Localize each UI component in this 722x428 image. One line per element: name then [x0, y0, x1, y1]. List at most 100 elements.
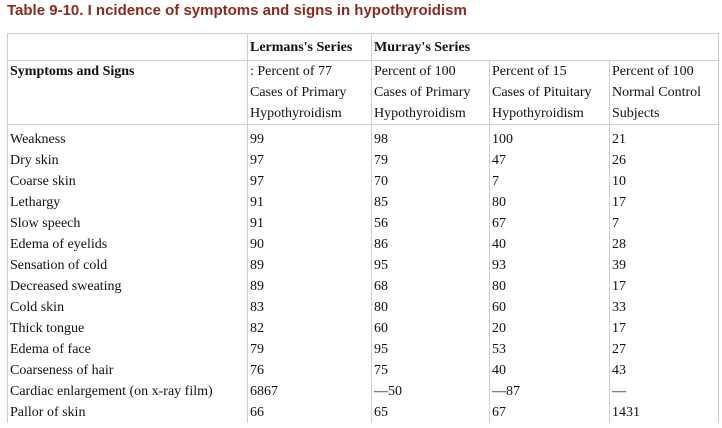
percent-value: 95: [371, 255, 490, 276]
percent-value: —50: [371, 381, 490, 402]
symptoms-table: Lermans's Series Murray's Series Symptom…: [7, 33, 720, 423]
percent-value: 75: [371, 360, 490, 381]
percent-value: 91: [247, 192, 372, 213]
percent-value: 60: [489, 297, 610, 318]
table-row: Cardiac enlargement (on x-ray film) 6867—…: [7, 381, 720, 402]
table-row: Decreased sweating 89 68 80 17: [7, 276, 720, 297]
percent-value: 70: [371, 171, 490, 192]
column-header-line: Subjects: [612, 106, 660, 121]
percent-value: 67: [489, 213, 610, 234]
percent-value: 17: [608, 318, 720, 339]
percent-value: 28: [608, 234, 720, 255]
symptom-name: Edema of face: [7, 339, 248, 360]
percent-value: 21: [608, 124, 720, 150]
percent-value: 68: [371, 276, 490, 297]
percent-value: 20: [489, 318, 610, 339]
group-header-row: Lermans's Series Murray's Series: [7, 33, 720, 61]
symptom-name: Coarseness of hair: [7, 360, 248, 381]
percent-value: 66: [247, 402, 372, 423]
percent-value: 17: [608, 276, 720, 297]
symptom-name: Sensation of cold: [7, 255, 248, 276]
percent-value: 65: [371, 402, 490, 423]
column-header-line: Cases of Primary: [250, 85, 347, 100]
percent-value: 80: [489, 192, 610, 213]
table-row: Dry skin 97 79 47 26: [7, 150, 720, 171]
percent-value: 80: [489, 276, 610, 297]
symptom-name: Cardiac enlargement (on x-ray film): [7, 381, 248, 402]
percent-value: 33: [608, 297, 720, 318]
percent-value: 100: [489, 124, 610, 150]
table-row: Coarseness of hair 76 75 40 43: [7, 360, 720, 381]
percent-value: 97: [247, 171, 372, 192]
percent-value: 80: [371, 297, 490, 318]
percent-value: 1431: [608, 402, 720, 423]
percent-value: 95: [371, 339, 490, 360]
percent-value: 79: [247, 339, 372, 360]
table-row: Thick tongue 82 60 20 17: [7, 318, 720, 339]
symptom-name: Lethargy: [7, 192, 248, 213]
table-row: Edema of eyelids 90 86 40 28: [7, 234, 720, 255]
percent-value: 91: [247, 213, 372, 234]
table-row: Edema of face 79 95 53 27: [7, 339, 720, 360]
column-header-row: Symptoms and Signs : Percent of 77 Cases…: [7, 60, 720, 125]
percent-value: 82: [247, 318, 372, 339]
percent-value: 98: [371, 124, 490, 150]
percent-value: 43: [608, 360, 720, 381]
percent-value: 6867: [247, 381, 372, 402]
column-header-line: Cases of Primary: [374, 85, 471, 100]
percent-value: 7: [608, 213, 720, 234]
percent-value: 89: [247, 276, 372, 297]
group-header-lermans: Lermans's Series: [247, 33, 372, 61]
symptom-name: Thick tongue: [7, 318, 248, 339]
percent-value: 53: [489, 339, 610, 360]
group-header-murray: Murray's Series: [370, 33, 720, 61]
empty-header-cell: [7, 33, 248, 61]
symptom-name: Coarse skin: [7, 171, 248, 192]
percent-value: 47: [489, 150, 610, 171]
percent-value: 40: [489, 360, 610, 381]
table-row: Coarse skin 97 70 7 10: [7, 171, 720, 192]
column-header-primary-77: : Percent of 77 Cases of Primary Hypothy…: [247, 60, 372, 125]
symptom-name: Dry skin: [7, 150, 248, 171]
column-header-line: Hypothyroidism: [374, 106, 466, 121]
percent-value: 97: [247, 150, 372, 171]
percent-value: 86: [371, 234, 490, 255]
column-header-symptoms: Symptoms and Signs: [7, 60, 248, 125]
percent-value: 67: [489, 402, 610, 423]
column-header-control-100: Percent of 100 Normal Control Subjects: [608, 60, 720, 125]
column-header-line: Percent of 15: [492, 64, 567, 79]
column-header-line: Percent of 100: [374, 64, 456, 79]
percent-value: 7: [489, 171, 610, 192]
table-title: Table 9-10. I ncidence of symptoms and s…: [7, 2, 467, 19]
symptom-name: Slow speech: [7, 213, 248, 234]
table-body: Weakness 99 98 100 21 Dry skin 97 79 47 26 Coarse …: [7, 124, 720, 423]
table-row: Sensation of cold 89 95 93 39: [7, 255, 720, 276]
column-header-line: Cases of Pituitary: [492, 85, 592, 100]
column-header-primary-100: Percent of 100 Cases of Primary Hypothyr…: [371, 60, 490, 125]
percent-value: 85: [371, 192, 490, 213]
column-header-line: Hypothyroidism: [250, 106, 342, 121]
percent-value: 10: [608, 171, 720, 192]
percent-value: 40: [489, 234, 610, 255]
symptom-name: Pallor of skin: [7, 402, 248, 423]
percent-value: 17: [608, 192, 720, 213]
symptom-name: Edema of eyelids: [7, 234, 248, 255]
percent-value: 39: [608, 255, 720, 276]
percent-value: 26: [608, 150, 720, 171]
column-header-line: : Percent of 77: [250, 64, 333, 79]
table-row: Lethargy 91 85 80 17: [7, 192, 720, 213]
table-row: Slow speech 91 56 67 7: [7, 213, 720, 234]
percent-value: —87: [489, 381, 610, 402]
table-row: Cold skin 83 80 60 33: [7, 297, 720, 318]
percent-value: 76: [247, 360, 372, 381]
percent-value: 89: [247, 255, 372, 276]
percent-value: 79: [371, 150, 490, 171]
percent-value: 93: [489, 255, 610, 276]
percent-value: 27: [608, 339, 720, 360]
percent-value: 99: [247, 124, 372, 150]
symptom-name: Cold skin: [7, 297, 248, 318]
table-row: Pallor of skin 66 65 67 1431: [7, 402, 720, 423]
percent-value: 83: [247, 297, 372, 318]
percent-value: 60: [371, 318, 490, 339]
percent-value: 56: [371, 213, 490, 234]
